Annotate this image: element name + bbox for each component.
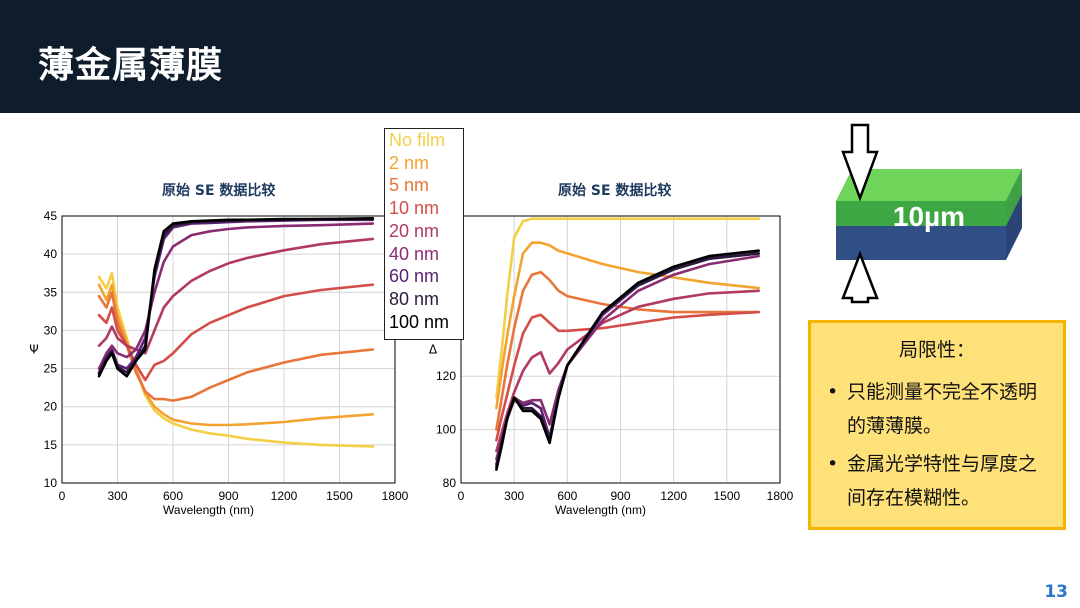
bullet-icon: •: [827, 453, 839, 475]
x-tick-label: 300: [107, 489, 127, 503]
y-tick-label: 40: [44, 247, 58, 261]
x-tick-label: 600: [163, 489, 183, 503]
limitation-item: • 金属光学特性与厚度之间存在模糊性。: [827, 447, 1052, 515]
y-tick-label: 20: [44, 400, 58, 414]
y-tick-label: 30: [44, 323, 58, 337]
legend-item: 100 nm: [389, 311, 450, 332]
legend-item: No film: [389, 130, 446, 150]
page-number: 13: [1044, 582, 1068, 602]
plot-border: [460, 215, 781, 484]
y-axis-label: Δ: [429, 343, 438, 357]
series-line-5-nm: [97, 290, 375, 402]
bullet-icon: •: [827, 381, 839, 403]
legend: No film 2 nm 5 nm 10 nm 20 nm 40 nm 60 nm 80 nm…: [384, 128, 464, 340]
series-line-10-nm: [97, 283, 375, 382]
y-tick-label: 15: [44, 438, 58, 452]
legend-item: 60 nm: [389, 266, 440, 287]
legend-item: 40 nm: [389, 243, 440, 264]
x-tick-label: 0: [458, 489, 465, 503]
series-line-10-nm: [495, 310, 761, 442]
series-line-40-nm: [97, 222, 375, 370]
limitations-box: 局限性： • 只能测量不完全不透明的薄薄膜。 • 金属光学特性与厚度之间存在模糊…: [808, 320, 1066, 530]
delta-chart: 0 300 600 900 1200 1500 1800 80 100 120 Wavelength…: [429, 215, 794, 517]
series-line-no-film: [97, 271, 375, 448]
legend-item: 20 nm: [389, 220, 440, 241]
thickness-label: 10µm: [892, 201, 966, 232]
y-tick-label: 45: [44, 209, 58, 223]
limitation-item: • 只能测量不完全不透明的薄薄膜。: [827, 375, 1052, 443]
y-tick-label: 10: [44, 476, 58, 490]
y-tick-label: 120: [436, 369, 456, 383]
series-line-5-nm: [495, 270, 761, 431]
x-tick-label: 1500: [713, 489, 740, 503]
x-tick-label: 300: [504, 489, 524, 503]
x-axis-label: Wavelength (nm): [163, 503, 254, 517]
x-tick-label: 1200: [660, 489, 687, 503]
y-tick-label: 80: [443, 476, 457, 490]
x-tick-label: 1500: [326, 489, 353, 503]
header-bar: [0, 0, 1080, 113]
limitations-title: 局限性：: [898, 339, 975, 361]
series-line-2-nm: [97, 283, 375, 427]
y-tick-label: 25: [44, 362, 58, 376]
legend-item: 2 nm: [389, 152, 430, 173]
right-chart-title: 原始 SE 数据比较: [558, 183, 672, 199]
legend-item: 10 nm: [389, 198, 440, 219]
x-tick-label: 1800: [767, 489, 794, 503]
x-axis-label: Wavelength (nm): [555, 503, 646, 517]
x-tick-label: 900: [610, 489, 630, 503]
left-chart-title: 原始 SE 数据比较: [162, 183, 276, 199]
y-tick-label: 100: [436, 423, 456, 437]
psi-chart: 0 300 600 900 1200 1500 1800 10 15 20 25 30 35 40 45 Wa…: [29, 209, 408, 517]
series-line-100-nm: [97, 217, 375, 378]
x-tick-label: 1800: [382, 489, 409, 503]
legend-item: 80 nm: [389, 288, 440, 309]
x-tick-label: 900: [218, 489, 238, 503]
plot-border: [61, 215, 396, 484]
x-tick-label: 1200: [271, 489, 298, 503]
x-tick-label: 0: [59, 489, 66, 503]
x-tick-label: 600: [557, 489, 577, 503]
slide-title: 薄金属薄膜: [38, 45, 224, 86]
y-axis-label: Ψ: [29, 343, 38, 357]
y-tick-label: 35: [44, 285, 58, 299]
series-line-20-nm: [495, 289, 761, 453]
series-line-20-nm: [97, 237, 375, 355]
series-line-no-film: [495, 217, 761, 399]
legend-item: 5 nm: [389, 175, 430, 196]
series-line-100-nm: [495, 249, 761, 471]
